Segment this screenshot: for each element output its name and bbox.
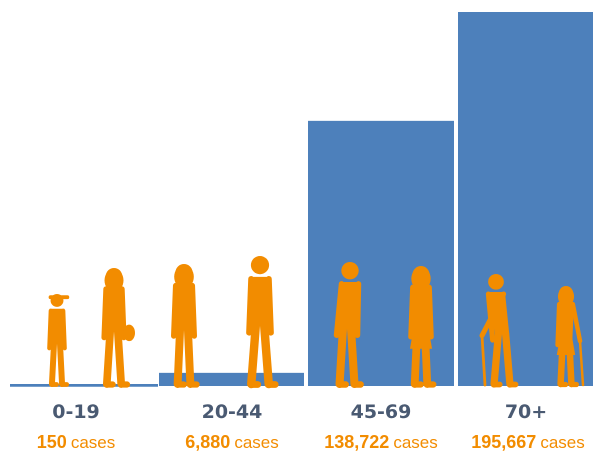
value-label: 6,880 cases — [185, 432, 278, 452]
middle-aged-man-figure-icon — [333, 262, 364, 389]
bar-0-19 — [10, 384, 158, 386]
category-label: 20-44 — [202, 401, 263, 423]
elderly-man-with-cane-figure-icon — [479, 274, 519, 388]
teen-figure-icon — [101, 268, 136, 388]
category-label: 70+ — [505, 401, 547, 423]
bar-45-69 — [308, 120, 454, 387]
child-figure-icon — [47, 294, 70, 387]
young-man-figure-icon — [246, 256, 279, 389]
elderly-woman-with-cane-figure-icon — [555, 286, 585, 388]
category-label: 0-19 — [52, 401, 100, 423]
middle-aged-woman-figure-icon — [408, 266, 437, 388]
category-label: 45-69 — [351, 401, 412, 423]
value-label: 150 cases — [37, 432, 115, 452]
value-label: 138,722 cases — [324, 432, 438, 452]
value-label: 195,667 cases — [471, 432, 585, 452]
young-woman-figure-icon — [171, 264, 200, 388]
